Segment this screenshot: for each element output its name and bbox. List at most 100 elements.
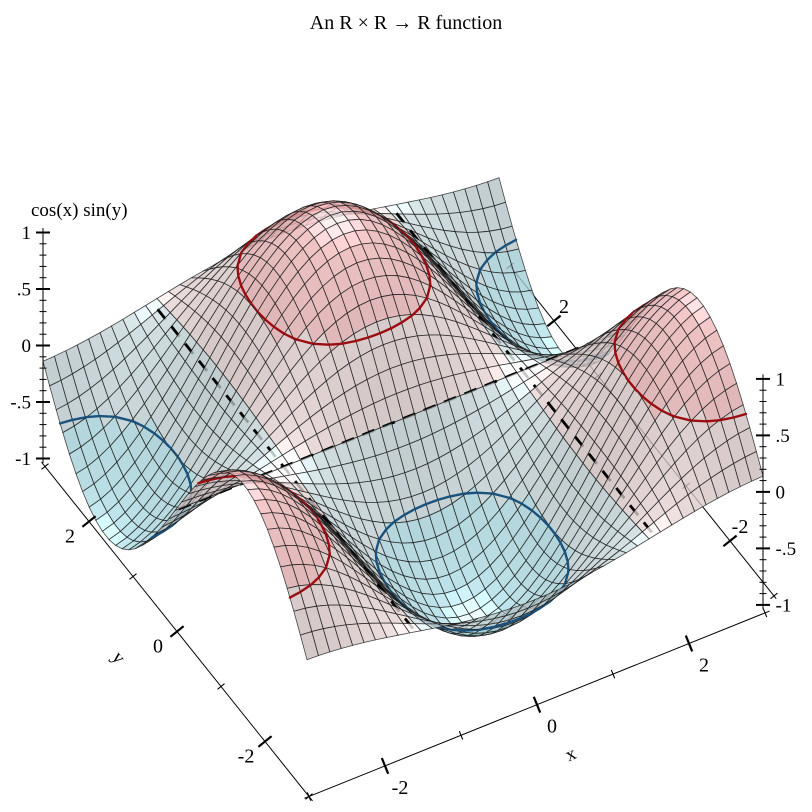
isoline-level--0.5 (374, 538, 381, 553)
isoline-level-0.5 (613, 342, 617, 355)
isoline-level-0.5 (324, 533, 331, 546)
isoline-level--0.5 (479, 625, 496, 631)
isoline-level--0.5 (393, 513, 406, 523)
isoline-level-0.5 (236, 267, 240, 277)
isoline-level--0.5 (475, 291, 482, 304)
isoline-level-0.5 (732, 412, 748, 419)
z-axis-right-tick-label: 1 (776, 369, 786, 390)
x-axis-minor-tick (610, 669, 616, 679)
isoline-level-0.5 (312, 342, 330, 346)
z-axis-right-tick-label: -.5 (776, 539, 797, 560)
isoline-level--0.5 (448, 492, 465, 498)
isoline-level--0.5 (520, 502, 534, 512)
y-axis-major-tick (257, 735, 273, 748)
isoline-level-0.5 (613, 329, 620, 344)
isoline-level-0.5 (288, 590, 302, 599)
isoline-level--0.5 (403, 507, 417, 516)
isoline-level--0.5 (413, 502, 428, 511)
isoline-level--0.5 (153, 432, 165, 442)
y-axis-far-tick-label: -2 (732, 516, 749, 538)
isoline-level--0.5 (475, 283, 479, 294)
isoline-level-0.5 (310, 576, 321, 586)
isoline-level-0.5 (295, 338, 315, 345)
x-axis-tick-label: 2 (699, 655, 709, 677)
isoline-level-0.5 (650, 402, 664, 412)
isoline-level--0.5 (505, 617, 520, 625)
isoline-level-0-dash (395, 212, 406, 225)
z-axis-right-tick-label: 0 (776, 482, 786, 503)
isoline-level--0.5 (539, 516, 550, 527)
isoline-level-0.5 (283, 332, 295, 340)
isoline-level-0.5 (300, 499, 309, 508)
y-axis-major-tick (81, 515, 97, 528)
y-axis-far-major-tick (722, 534, 738, 548)
isoline-level--0.5 (436, 495, 452, 502)
isoline-level--0.5 (150, 530, 164, 539)
isoline-level--0.5 (494, 244, 507, 254)
isoline-level--0.5 (98, 414, 116, 418)
isoline-level-0.5 (418, 296, 428, 310)
isoline-level--0.5 (464, 491, 479, 495)
isoline-level--0.5 (530, 509, 542, 520)
x-axis-major-tick (684, 635, 694, 652)
isoline-level--0.5 (133, 420, 146, 428)
isoline-level-0.5 (264, 318, 276, 329)
z-axis-left-tick-label: 1 (22, 223, 32, 244)
isoline-level-0.5 (239, 284, 247, 296)
isoline-level-0-dash (546, 401, 557, 414)
isoline-level-0.5 (354, 336, 370, 343)
y-axis-minor-tick (129, 573, 137, 580)
isoline-level-0.5 (317, 566, 328, 579)
isoline-level-0.5 (420, 255, 428, 267)
isoline-level--0.5 (547, 524, 557, 536)
isoline-level-0.5 (624, 312, 633, 321)
isoline-level--0.5 (566, 560, 570, 571)
isoline-level-0.5 (400, 314, 413, 324)
isoline-level-0.5 (327, 543, 331, 555)
isoline-level--0.5 (508, 496, 514, 501)
x-axis-tick-label: -2 (392, 777, 409, 799)
z-axis-left-tick-label: -1 (15, 449, 31, 470)
isoline-level--0.5 (475, 268, 482, 284)
isoline-level--0.5 (553, 532, 562, 544)
isoline-level-0.5 (627, 379, 637, 390)
isoline-level--0.5 (485, 251, 496, 262)
isoline-level--0.5 (528, 607, 541, 616)
isoline-level-0-dash (156, 308, 167, 321)
isoline-level-0.5 (249, 302, 259, 313)
y-axis-far-minor-tick (770, 592, 778, 600)
isoline-level-0.5 (236, 252, 243, 267)
isoline-level--0.5 (478, 258, 489, 271)
isoline-level--0.5 (85, 414, 101, 419)
isoline-level--0.5 (162, 439, 171, 448)
isoline-level-0.5 (425, 264, 431, 277)
isoline-level-0.5 (719, 416, 735, 422)
isoline-level-0.5 (244, 293, 253, 305)
y-axis-minor-tick (41, 463, 49, 470)
isoline-level--0.5 (378, 528, 388, 541)
x-axis-minor-tick (458, 730, 464, 740)
y-axis-tick-label: -2 (238, 746, 255, 768)
isoline-level-0.5 (633, 387, 639, 393)
isoline-level-0.5 (641, 395, 653, 406)
isoline-level--0.5 (504, 238, 518, 247)
isoline-level--0.5 (71, 416, 87, 422)
isoline-level--0.5 (375, 561, 381, 574)
isoline-level-0.5 (237, 274, 243, 287)
isoline-level-0.5 (246, 234, 258, 245)
isoline-level--0.5 (516, 613, 531, 621)
x-axis-major-tick (380, 757, 390, 775)
isoline-level-0.5 (320, 524, 328, 537)
y-axis-major-tick (169, 625, 185, 638)
isoline-level--0.5 (384, 521, 395, 531)
isoline-level-0.5 (327, 342, 342, 346)
isoline-level-0.5 (197, 478, 212, 485)
isoline-level-0.5 (425, 284, 432, 300)
x-axis-tick-label: 0 (547, 716, 557, 738)
isoline-level-0.5 (673, 415, 692, 422)
isoline-level-0.5 (299, 584, 312, 594)
isoline-level--0.5 (559, 541, 567, 553)
isoline-level--0.5 (374, 553, 378, 564)
